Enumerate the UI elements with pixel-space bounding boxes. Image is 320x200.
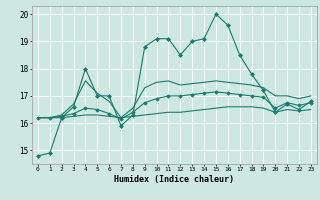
- X-axis label: Humidex (Indice chaleur): Humidex (Indice chaleur): [115, 175, 234, 184]
